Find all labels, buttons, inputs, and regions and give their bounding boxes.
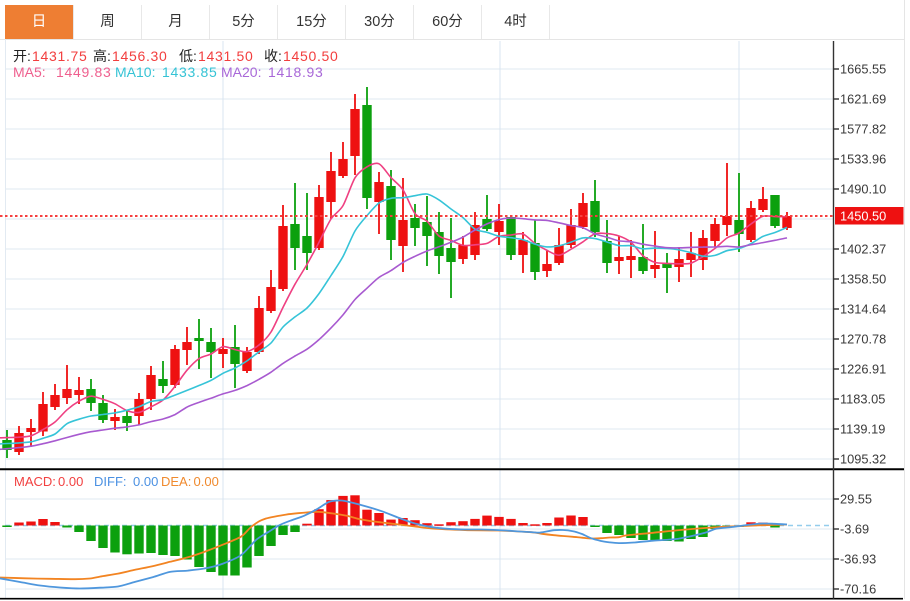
svg-text:1533.96: 1533.96 (840, 152, 886, 167)
svg-text:1095.32: 1095.32 (840, 452, 886, 467)
svg-text:1139.19: 1139.19 (840, 422, 885, 437)
svg-text:1358.50: 1358.50 (840, 272, 886, 287)
svg-text:29.55: 29.55 (840, 492, 872, 507)
svg-text:1314.64: 1314.64 (840, 302, 886, 317)
svg-text:-70.16: -70.16 (840, 582, 876, 597)
svg-text:1450.50: 1450.50 (840, 209, 886, 224)
svg-text:-36.93: -36.93 (840, 552, 876, 567)
svg-text:1183.05: 1183.05 (840, 392, 885, 407)
svg-text:-3.69: -3.69 (840, 522, 869, 537)
svg-text:1226.91: 1226.91 (840, 362, 886, 377)
svg-text:开:1431.75高:1456.30低:1431.50收:1: 开:1431.75 高:1456.30 低:1431.50 收:1450.50 (13, 48, 339, 64)
svg-text:1577.82: 1577.82 (840, 122, 886, 137)
svg-text:1402.37: 1402.37 (840, 242, 886, 257)
svg-text:1621.69: 1621.69 (840, 92, 886, 107)
svg-text:1270.78: 1270.78 (840, 332, 886, 347)
svg-text:1490.10: 1490.10 (840, 182, 886, 197)
svg-text:1665.55: 1665.55 (840, 62, 886, 77)
